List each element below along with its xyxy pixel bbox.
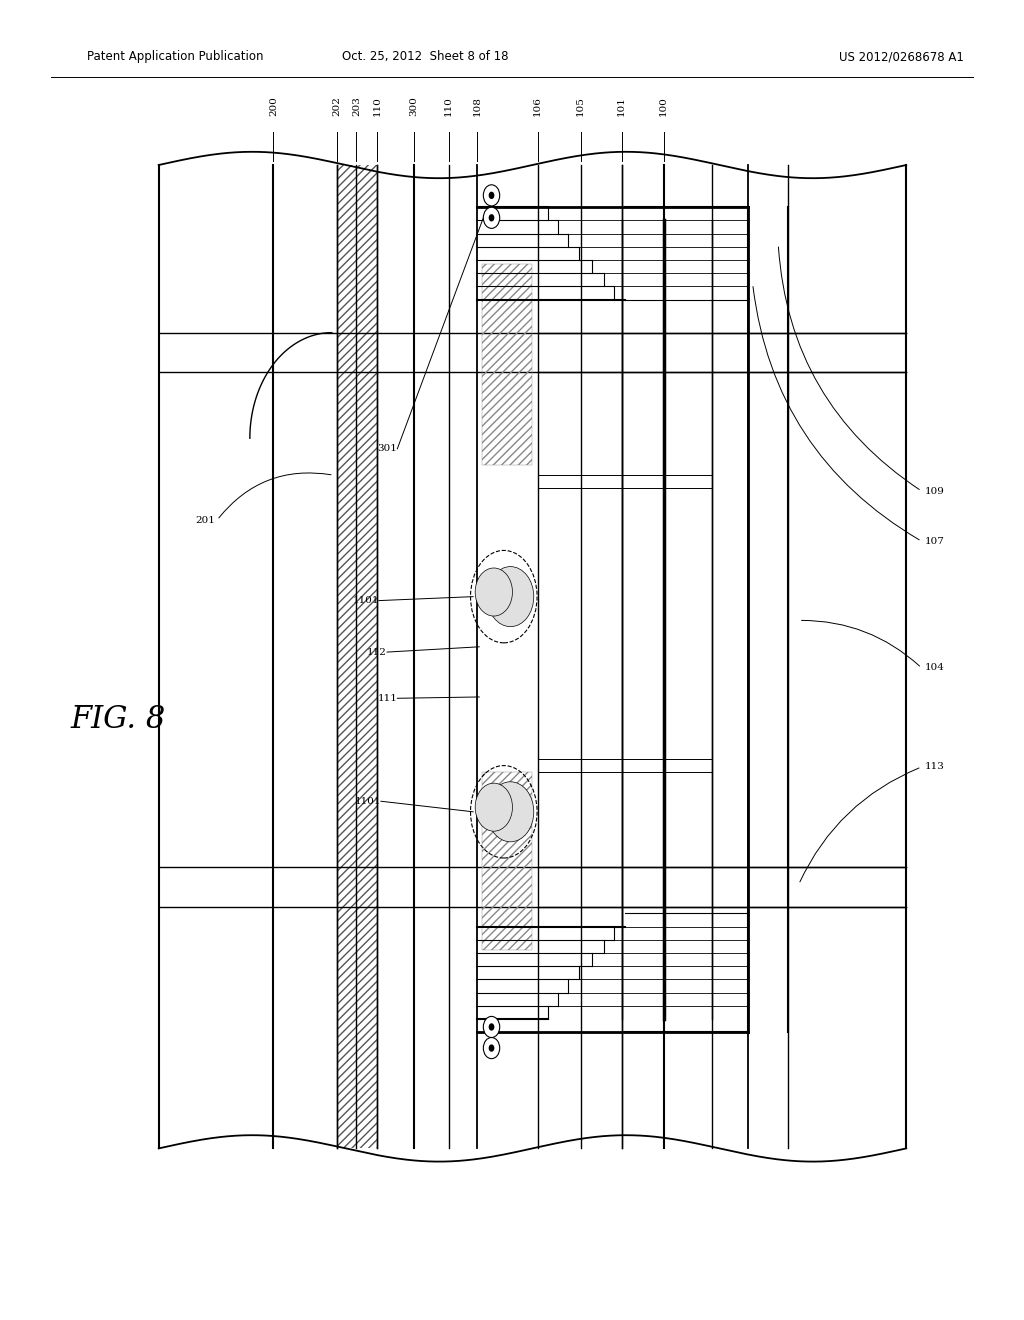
Text: 203: 203 [352, 96, 360, 116]
Text: 301: 301 [378, 445, 397, 453]
Bar [482, 264, 532, 465]
Text: 202: 202 [333, 96, 341, 116]
Circle shape [487, 566, 534, 627]
Text: 104: 104 [925, 664, 944, 672]
Text: 106: 106 [534, 96, 542, 116]
Text: 300: 300 [410, 96, 418, 116]
Text: 111: 111 [378, 694, 397, 702]
Circle shape [483, 185, 500, 206]
Circle shape [475, 783, 512, 832]
Text: 112: 112 [368, 648, 387, 656]
Circle shape [483, 1038, 500, 1059]
Text: 200: 200 [269, 96, 278, 116]
Bar [337, 165, 377, 1148]
Bar [482, 772, 532, 950]
Text: 1101: 1101 [354, 797, 381, 805]
Text: 201: 201 [196, 516, 215, 524]
Circle shape [488, 191, 495, 199]
Circle shape [488, 1023, 495, 1031]
Circle shape [483, 1016, 500, 1038]
Text: 110: 110 [444, 96, 453, 116]
Text: 101: 101 [617, 96, 626, 116]
Text: 107: 107 [925, 537, 944, 545]
Text: 110: 110 [373, 96, 381, 116]
Text: 105: 105 [577, 96, 585, 116]
Text: 100: 100 [659, 96, 668, 116]
Circle shape [488, 214, 495, 222]
Circle shape [483, 207, 500, 228]
Text: 109: 109 [925, 487, 944, 495]
Text: 113: 113 [925, 763, 944, 771]
Circle shape [487, 781, 534, 842]
Text: 1101: 1101 [352, 597, 379, 605]
Text: 108: 108 [473, 96, 481, 116]
Text: FIG. 8: FIG. 8 [70, 704, 166, 735]
Text: Oct. 25, 2012  Sheet 8 of 18: Oct. 25, 2012 Sheet 8 of 18 [342, 50, 508, 63]
Circle shape [475, 568, 512, 616]
Text: Patent Application Publication: Patent Application Publication [87, 50, 263, 63]
Text: US 2012/0268678 A1: US 2012/0268678 A1 [839, 50, 964, 63]
Circle shape [488, 1044, 495, 1052]
